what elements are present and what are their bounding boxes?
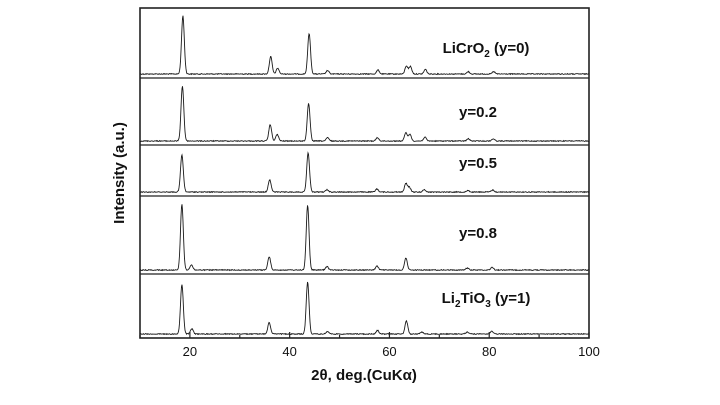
series-label: y=0.8 — [459, 225, 497, 242]
series-label: y=0.5 — [459, 155, 497, 172]
pattern-trace — [139, 204, 590, 272]
x-tick-label: 40 — [282, 344, 296, 359]
pattern-trace — [139, 15, 590, 76]
x-tick-label: 20 — [183, 344, 197, 359]
pattern-trace — [139, 86, 590, 143]
x-tick-label: 100 — [578, 344, 600, 359]
pattern-traces — [139, 15, 590, 336]
plot-area-frame — [139, 7, 590, 339]
y-axis-title: Intensity (a.u.) — [111, 122, 128, 224]
x-axis: 20 40 60 80 100 — [139, 332, 600, 359]
panel-separators — [140, 77, 589, 275]
x-tick-label: 60 — [382, 344, 396, 359]
series-label: Li2TiO3 (y=1) — [442, 290, 531, 310]
pattern-trace — [139, 281, 590, 336]
x-tick-label: 80 — [482, 344, 496, 359]
x-axis-title: 2θ, deg.(CuKα) — [311, 367, 417, 384]
pattern-trace — [139, 151, 590, 194]
series-label: LiCrO2 (y=0) — [443, 40, 530, 60]
series-label: y=0.2 — [459, 104, 497, 121]
series-labels: LiCrO2 (y=0) y=0.2 y=0.5 y=0.8 Li2TiO3 (y=1) — [442, 40, 531, 310]
